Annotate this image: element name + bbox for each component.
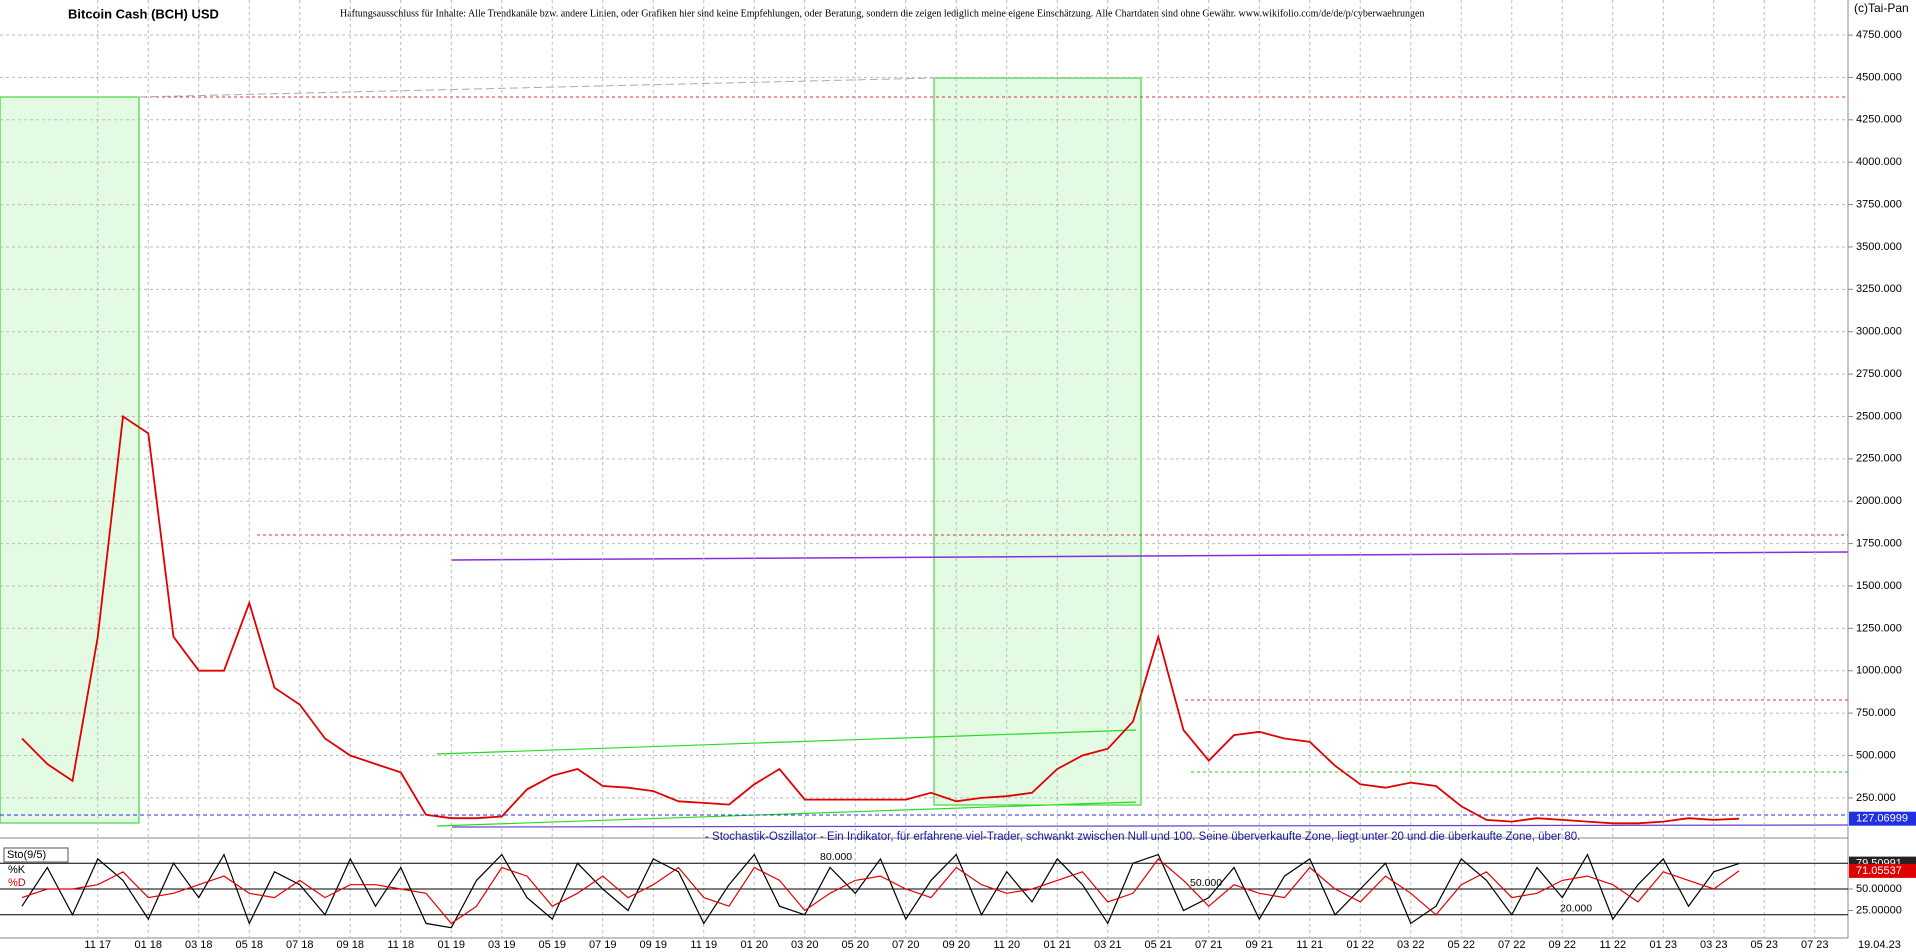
x-tick-label: 01 20 <box>740 939 768 951</box>
x-tick-label: 03 18 <box>185 939 213 951</box>
last-value-label: 71.05537 <box>1856 865 1902 877</box>
legend-entry: %D <box>8 877 26 889</box>
y-tick-label: 4500.000 <box>1856 71 1902 83</box>
y-tick-label: 3750.000 <box>1856 198 1902 210</box>
x-tick-label: 05 22 <box>1447 939 1475 951</box>
x-tick-label: 01 23 <box>1649 939 1677 951</box>
x-tick-label: 01 22 <box>1346 939 1374 951</box>
x-tick-label: 03 21 <box>1094 939 1122 951</box>
y-tick-label: 250.000 <box>1856 792 1896 804</box>
y-tick-label: 2000.000 <box>1856 495 1902 507</box>
x-tick-label: 03 20 <box>791 939 819 951</box>
indicator-title: Sto(9/5) <box>7 849 46 861</box>
y-tick-label: 2250.000 <box>1856 453 1902 465</box>
x-tick-label: 03 23 <box>1700 939 1728 951</box>
series-line <box>21 858 1740 925</box>
x-tick-label: 11 20 <box>993 939 1020 951</box>
chart-title: Bitcoin Cash (BCH) USD <box>68 6 219 21</box>
indicator-note: - Stochastik-Oszillator - Ein Indikator,… <box>705 831 1580 843</box>
y-tick-label: 3000.000 <box>1856 326 1902 338</box>
indicator-box <box>3 847 69 863</box>
x-tick-label: 07 18 <box>286 939 314 951</box>
y-tick-label: 50.00000 <box>1856 883 1902 895</box>
x-tick-label: 07 19 <box>589 939 617 951</box>
x-tick-label: 05 18 <box>235 939 263 951</box>
channel-line <box>436 729 1137 755</box>
x-tick-label: 07 23 <box>1801 939 1829 951</box>
last-value-box <box>1849 863 1916 878</box>
y-tick-label: 25.00000 <box>1856 904 1902 916</box>
x-tick-label: 01 18 <box>134 939 162 951</box>
channel-line <box>436 801 1137 827</box>
x-tick-label: 07 22 <box>1498 939 1526 951</box>
y-tick-label: 1500.000 <box>1856 580 1902 592</box>
y-tick-label: 3500.000 <box>1856 241 1902 253</box>
x-tick-label: 01 19 <box>437 939 465 951</box>
x-tick-label: 09 20 <box>942 939 970 951</box>
zone-box <box>0 96 140 824</box>
last-value-box <box>1849 811 1916 826</box>
zone-box <box>933 77 1142 806</box>
y-tick-label: 500.000 <box>1856 749 1896 761</box>
y-tick-label: 750.000 <box>1856 707 1896 719</box>
y-tick-label: 4250.000 <box>1856 114 1902 126</box>
trend-line <box>451 824 1849 828</box>
y-tick-label: 3250.000 <box>1856 283 1902 295</box>
price-line <box>21 414 1740 825</box>
disclaimer: Haftungsausschluss für Inhalte: Alle Tre… <box>340 8 1425 19</box>
level-label: 50.000 <box>1190 877 1222 889</box>
x-end-label: 19.04.23 <box>1858 939 1901 951</box>
x-tick-label: 05 20 <box>841 939 869 951</box>
x-tick-label: 05 21 <box>1144 939 1172 951</box>
x-tick-label: 01 21 <box>1043 939 1071 951</box>
drawings <box>0 0 1849 939</box>
y-tick-label: 1750.000 <box>1856 537 1902 549</box>
x-tick-label: 03 22 <box>1397 939 1425 951</box>
series-line <box>21 853 1740 929</box>
y-tick-label: 1000.000 <box>1856 665 1902 677</box>
x-tick-label: 09 22 <box>1548 939 1576 951</box>
trend-line <box>451 551 1849 561</box>
level-label: 80.000 <box>820 851 852 863</box>
x-tick-label: 05 23 <box>1750 939 1778 951</box>
x-tick-label: 11 19 <box>690 939 717 951</box>
y-tick-label: 4000.000 <box>1856 156 1902 168</box>
y-tick-label: 2500.000 <box>1856 410 1902 422</box>
x-tick-label: 05 19 <box>538 939 566 951</box>
x-tick-label: 07 20 <box>892 939 920 951</box>
x-tick-label: 03 19 <box>488 939 516 951</box>
x-tick-label: 09 21 <box>1245 939 1273 951</box>
level-label: 20.000 <box>1560 903 1592 915</box>
y-tick-label: 2750.000 <box>1856 368 1902 380</box>
x-tick-label: 11 18 <box>387 939 414 951</box>
x-tick-label: 11 17 <box>84 939 111 951</box>
source: (c)Tai-Pan <box>1854 1 1909 15</box>
legend-entry: %K <box>8 864 26 876</box>
y-tick-label: 1250.000 <box>1856 622 1902 634</box>
x-tick-label: 11 21 <box>1296 939 1323 951</box>
x-tick-label: 09 18 <box>336 939 364 951</box>
y-tick-label: 4750.000 <box>1856 29 1902 41</box>
x-tick-label: 09 19 <box>639 939 667 951</box>
trend-line <box>137 77 936 98</box>
x-tick-label: 07 21 <box>1195 939 1223 951</box>
x-tick-label: 11 22 <box>1599 939 1626 951</box>
last-value-label: 127.06999 <box>1856 813 1908 825</box>
